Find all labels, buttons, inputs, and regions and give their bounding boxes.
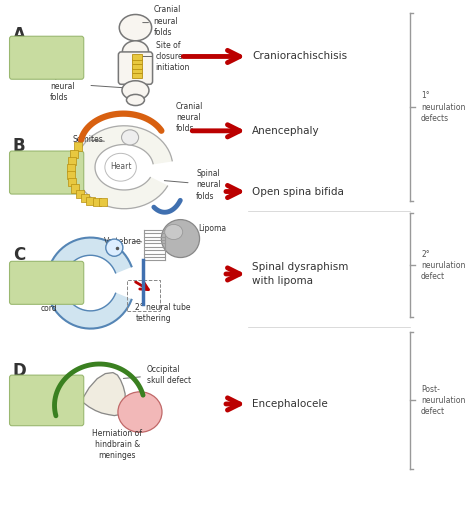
Text: D: D [13,362,27,381]
Polygon shape [79,373,125,416]
Ellipse shape [122,81,149,100]
Text: 35 d post-
fertilization: 35 d post- fertilization [23,273,71,293]
Text: Site of
closure
initiation: Site of closure initiation [155,41,190,72]
FancyBboxPatch shape [9,261,84,305]
Text: Craniorachischisis: Craniorachischisis [253,52,347,62]
Ellipse shape [122,41,148,62]
Text: Lipoma: Lipoma [199,224,227,233]
Text: 2° neural tube
tethering: 2° neural tube tethering [136,303,191,323]
FancyBboxPatch shape [76,190,84,197]
FancyBboxPatch shape [67,164,75,172]
Polygon shape [46,238,131,329]
Text: Cranial
neural
folds: Cranial neural folds [176,101,203,133]
Ellipse shape [118,392,162,432]
FancyBboxPatch shape [132,68,142,73]
FancyBboxPatch shape [71,185,79,192]
FancyBboxPatch shape [132,59,142,64]
Text: ~4th month
post-
fertilization: ~4th month post- fertilization [21,385,72,416]
Ellipse shape [164,224,182,239]
Ellipse shape [121,130,138,145]
Text: Anencephaly: Anencephaly [253,126,320,136]
FancyBboxPatch shape [132,73,142,78]
FancyBboxPatch shape [118,52,153,84]
FancyBboxPatch shape [9,36,84,79]
FancyBboxPatch shape [9,151,84,194]
Text: Spinal
neural
folds: Spinal neural folds [50,71,74,102]
FancyBboxPatch shape [93,198,101,206]
Text: A: A [13,26,26,44]
FancyBboxPatch shape [9,375,84,425]
Text: Vertebrae: Vertebrae [104,237,142,246]
Ellipse shape [127,95,145,105]
FancyBboxPatch shape [81,194,89,202]
Ellipse shape [106,239,123,256]
Text: C: C [13,246,25,264]
Text: 18 d post-
fertilization: 18 d post- fertilization [23,48,71,68]
Text: Open spina bifida: Open spina bifida [253,187,344,196]
FancyBboxPatch shape [74,143,82,150]
Text: Spinal
cord: Spinal cord [41,293,65,313]
FancyBboxPatch shape [67,171,75,179]
Text: Post-
neurulation
defect: Post- neurulation defect [421,385,465,416]
Text: Encephalocele: Encephalocele [253,399,328,409]
Text: 2°
neurulation
defect: 2° neurulation defect [421,250,465,281]
Text: 1°
neurulation
defects: 1° neurulation defects [421,92,465,123]
Text: Herniation of
hindbrain &
meninges: Herniation of hindbrain & meninges [92,429,143,460]
Text: Heart: Heart [110,162,131,171]
FancyBboxPatch shape [132,54,142,59]
Ellipse shape [119,14,152,41]
FancyBboxPatch shape [68,157,76,165]
Text: 24 d post-
fertilization: 24 d post- fertilization [23,162,71,183]
Text: Spinal dysraphism
with lipoma: Spinal dysraphism with lipoma [253,262,349,285]
FancyBboxPatch shape [132,64,142,69]
Text: Cranial
neural
folds: Cranial neural folds [154,6,181,37]
Ellipse shape [161,220,200,257]
FancyBboxPatch shape [99,198,107,206]
FancyBboxPatch shape [70,149,78,158]
Text: Somites: Somites [73,135,103,144]
FancyBboxPatch shape [86,197,94,205]
Polygon shape [76,126,172,209]
FancyBboxPatch shape [68,178,76,187]
Text: Occipital
skull defect: Occipital skull defect [147,364,191,385]
Text: B: B [13,138,25,156]
Text: Spinal
neural
folds: Spinal neural folds [196,170,221,201]
